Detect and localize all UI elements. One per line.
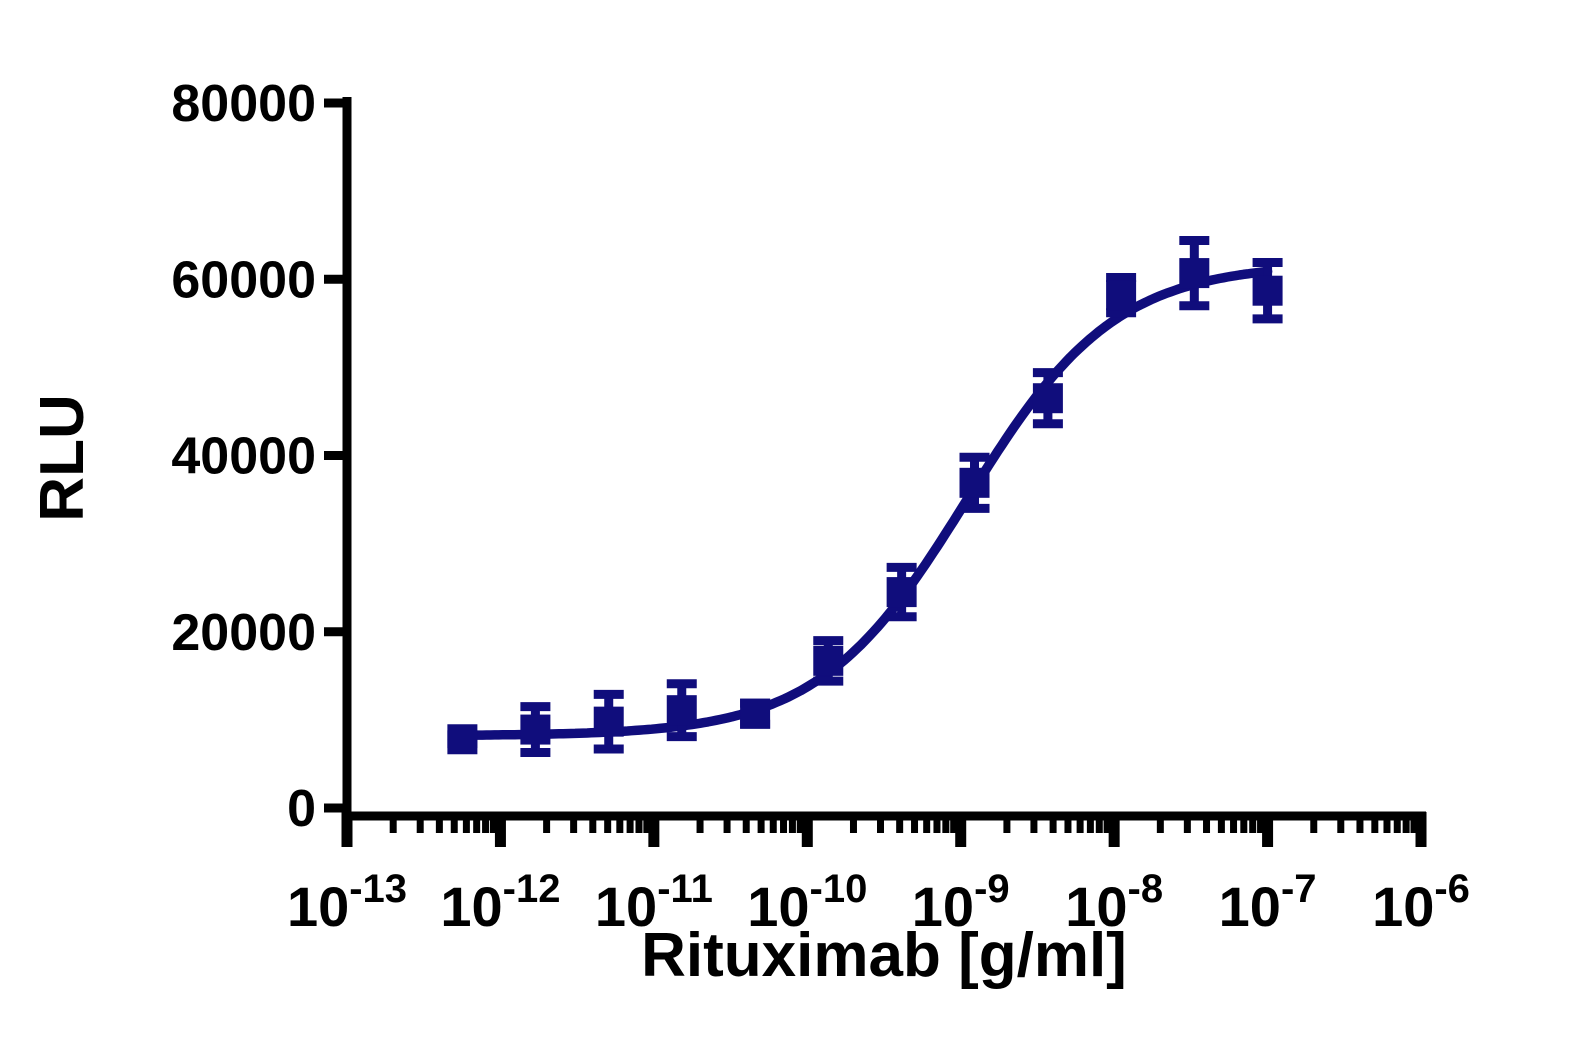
x-tick-label: 10-9: [912, 867, 1010, 938]
y-tick-label: 20000: [171, 604, 316, 662]
data-point: [740, 698, 771, 729]
data-point: [447, 724, 478, 755]
data-point: [1032, 383, 1063, 414]
axes-layer: 0 20000 40000 60000 80000 10-13 10-12 10-11 10-1…: [171, 75, 1470, 938]
y-tick-label: 80000: [171, 75, 316, 133]
x-tick-label: 10-8: [1065, 867, 1163, 938]
x-tick-label: 10-13: [287, 867, 407, 938]
x-tick-label: 10-10: [747, 867, 867, 938]
x-axis-title: Rituximab [g/ml]: [641, 921, 1127, 990]
data-point: [1106, 280, 1137, 311]
fit-curve-layer: [457, 266, 1273, 740]
x-tick-label: 10-11: [595, 867, 713, 938]
data-point: [813, 645, 844, 676]
y-tick-label: 60000: [171, 251, 316, 309]
x-tick-label: 10-12: [440, 867, 560, 938]
data-point: [959, 467, 990, 498]
x-tick-label: 10-7: [1219, 867, 1317, 938]
data-point: [520, 714, 551, 745]
data-point: [593, 706, 624, 737]
data-point: [666, 695, 697, 726]
y-tick-label: 0: [287, 780, 316, 838]
x-tick-label: 10-6: [1372, 867, 1470, 938]
fit-curve: [457, 266, 1273, 740]
data-points-layer: [447, 235, 1283, 757]
data-point: [1179, 258, 1210, 289]
data-point: [1252, 275, 1283, 306]
data-point: [886, 577, 917, 608]
y-axis-title: RLU: [28, 394, 97, 521]
y-tick-label: 40000: [171, 428, 316, 486]
